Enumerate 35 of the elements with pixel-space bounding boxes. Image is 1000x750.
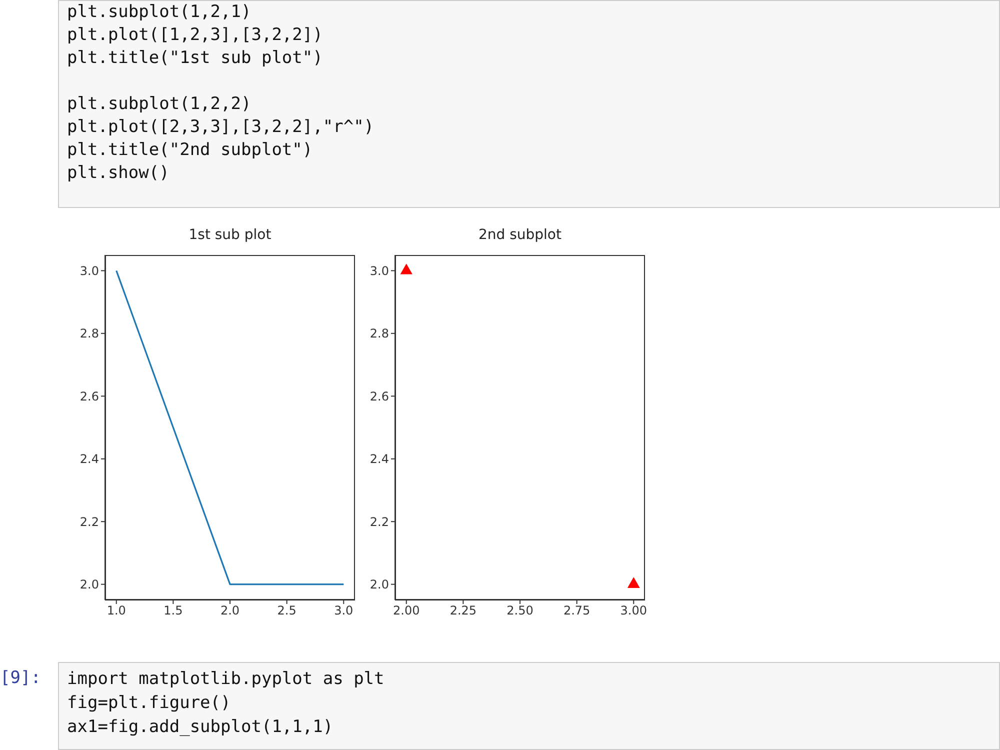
text: import matplotlib.pyplot as plt	[67, 668, 386, 691]
x-tick-label: 2.25	[450, 604, 477, 618]
x-tick-label: 2.00	[393, 604, 420, 618]
y-tick-label: 3.0	[370, 264, 389, 278]
y-tick-label: 2.0	[370, 578, 389, 592]
x-tick-label: 2.5	[277, 604, 296, 618]
y-tick-label: 2.8	[370, 326, 389, 341]
x-tick-label: 1.0	[106, 604, 126, 618]
y-tick-label: 2.2	[80, 514, 99, 529]
text: fig=plt.figure()	[67, 692, 232, 715]
y-tick-label: 2.6	[370, 389, 389, 404]
y-tick-label: 3.0	[80, 264, 99, 278]
text: ax1=fig.add_subplot(1,1,1)	[67, 716, 334, 739]
text: plt.subplot(1,2,2)	[67, 93, 252, 116]
chart-title: 1st sub plot	[188, 227, 272, 243]
text: plt.subplot(1,2,1)	[67, 1, 252, 24]
chart-title: 2nd subplot	[477, 227, 562, 243]
y-tick-label: 2.2	[370, 514, 389, 529]
y-tick-label: 2.4	[80, 452, 99, 466]
text: plt.show()	[67, 162, 170, 185]
x-tick-label: 3.0	[334, 604, 354, 618]
text: [9]:	[0, 667, 41, 690]
x-tick-label: 3.00	[620, 604, 647, 618]
x-tick-label: 1.5	[164, 604, 183, 618]
y-tick-label: 2.4	[370, 452, 389, 466]
x-tick-label: 2.75	[563, 604, 590, 618]
text: plt.plot([1,2,3],[3,2,2])	[67, 24, 324, 47]
y-tick-label: 2.6	[80, 389, 99, 404]
text: plt.title("2nd subplot")	[67, 139, 314, 162]
y-tick-label: 2.8	[80, 326, 99, 341]
text: plt.title("1st sub plot")	[67, 47, 324, 70]
x-tick-label: 2.50	[506, 604, 534, 618]
y-tick-label: 2.0	[80, 578, 99, 592]
text: plt.plot([2,3,3],[3,2,2],"r^")	[67, 116, 376, 139]
x-tick-label: 2.0	[220, 604, 240, 618]
